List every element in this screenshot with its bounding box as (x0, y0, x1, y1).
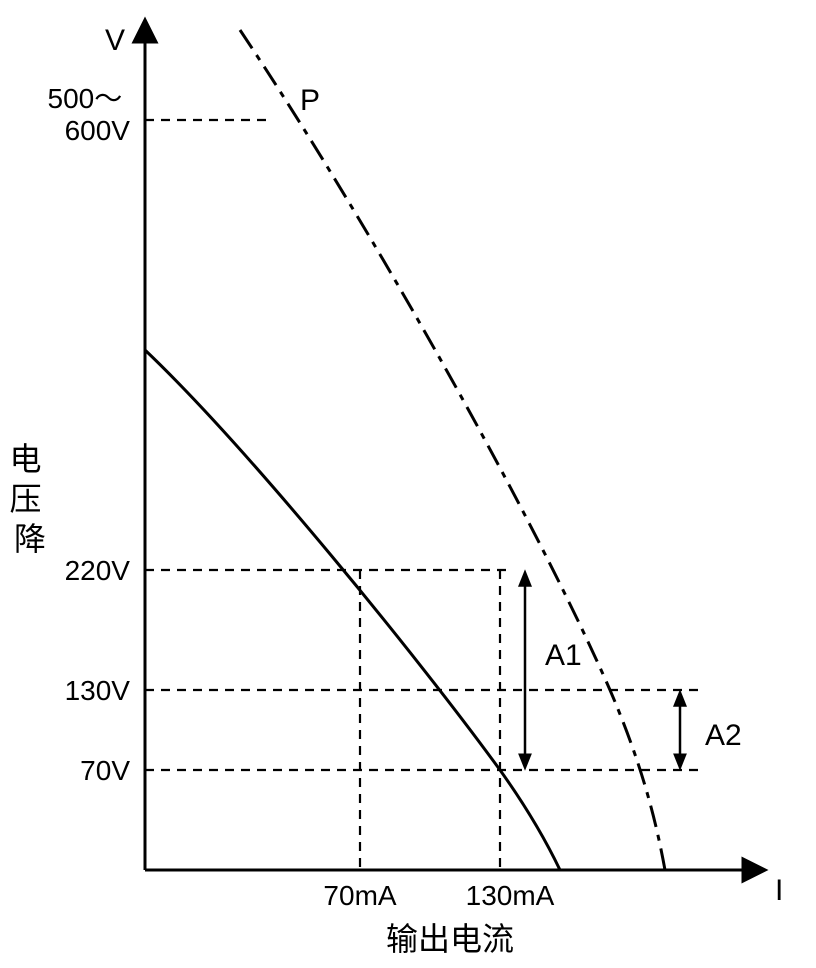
label-a1: A1 (545, 639, 582, 672)
x-axis-unit: I (775, 874, 783, 907)
ytick-130: 130V (65, 675, 131, 706)
x-axis-label: 输出电流 (386, 921, 514, 957)
ytick-500-l1: 500～ (48, 83, 123, 114)
y-axis-unit: V (105, 24, 125, 57)
ytick-500-l2: 600V (65, 115, 131, 146)
label-p: P (300, 84, 320, 117)
ytick-220: 220V (65, 555, 131, 586)
xtick-130ma: 130mA (466, 880, 555, 911)
y-axis-label-1: 电 (10, 441, 42, 477)
y-axis-label: 电 压 降 (10, 441, 51, 557)
curve-dashed (240, 30, 665, 870)
y-axis-label-3: 降 (14, 521, 46, 557)
xtick-70ma: 70mA (323, 880, 396, 911)
ytick-70: 70V (80, 755, 130, 786)
chart-container: V I 500～ 600V 220V 130V 70V 70mA 130mA P… (0, 0, 816, 968)
ytick-500: 500～ 600V (48, 83, 131, 146)
y-axis-label-2: 压 (10, 481, 42, 517)
chart-svg: V I 500～ 600V 220V 130V 70V 70mA 130mA P… (0, 0, 816, 968)
label-a2: A2 (705, 719, 742, 752)
curve-solid (145, 350, 560, 870)
